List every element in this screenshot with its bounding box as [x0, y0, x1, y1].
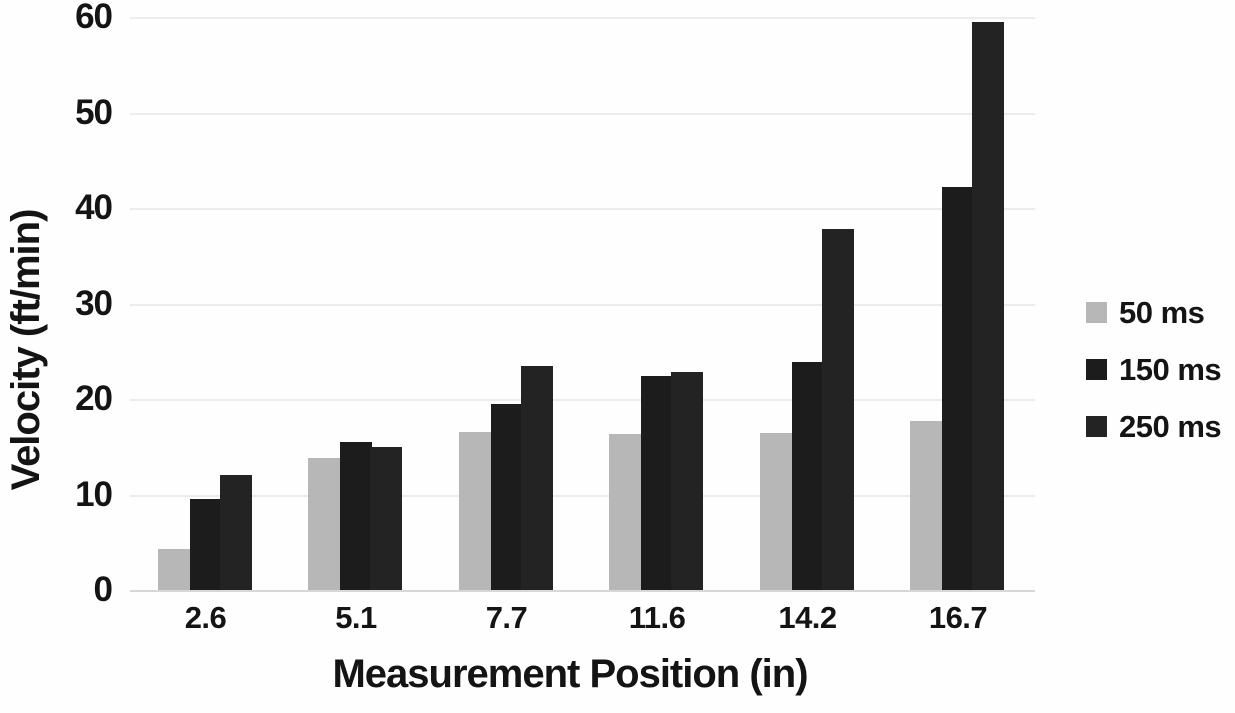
bar [791, 361, 824, 590]
bar [609, 434, 641, 590]
y-tick-label: 20 [75, 379, 113, 418]
x-category-label: 2.6 [184, 600, 227, 635]
gridline [130, 208, 1035, 210]
y-tick-label: 40 [75, 188, 113, 227]
gridline [130, 303, 1035, 306]
bar [520, 365, 553, 590]
legend-label: 50 ms [1119, 294, 1205, 330]
x-axis-baseline [130, 590, 1035, 592]
legend-item: 50 ms [1086, 284, 1221, 341]
y-tick-label: 30 [75, 283, 113, 323]
bar [219, 475, 252, 590]
legend-label: 250 ms [1119, 408, 1222, 444]
legend-item: 250 ms [1086, 398, 1222, 455]
x-axis-title: Measurement Position (in) [332, 652, 808, 696]
x-category-label: 14.2 [778, 600, 837, 635]
plot-area [130, 0, 1035, 592]
gridline [130, 494, 1035, 497]
bar [490, 403, 523, 590]
bar [157, 548, 190, 590]
bar [942, 186, 974, 590]
legend-swatch-icon [1086, 359, 1107, 380]
gridline [130, 399, 1035, 401]
bar [370, 446, 402, 590]
x-category-label: 11.6 [628, 600, 686, 635]
bar [671, 372, 703, 590]
gridline [130, 112, 1035, 115]
bar [972, 21, 1004, 590]
legend: 50 ms 150 ms 250 ms [1086, 284, 1222, 455]
bar [340, 441, 372, 590]
bar [189, 499, 222, 590]
x-category-label: 7.7 [485, 600, 528, 635]
bar [458, 432, 491, 590]
legend-item: 150 ms [1086, 341, 1222, 398]
bar [641, 376, 673, 590]
bar [308, 458, 340, 590]
y-tick-label: 50 [75, 92, 113, 132]
bar [759, 433, 792, 590]
gridline [130, 17, 1035, 19]
legend-swatch-icon [1086, 302, 1107, 323]
y-tick-label: 60 [75, 0, 113, 36]
x-category-label: 5.1 [335, 600, 377, 635]
x-category-label: 16.7 [928, 600, 988, 635]
legend-swatch-icon [1086, 416, 1107, 437]
bar [910, 420, 942, 590]
y-tick-label: 0 [93, 570, 113, 609]
bar [821, 229, 854, 590]
legend-label: 150 ms [1119, 351, 1222, 387]
y-tick-label: 10 [75, 474, 113, 514]
